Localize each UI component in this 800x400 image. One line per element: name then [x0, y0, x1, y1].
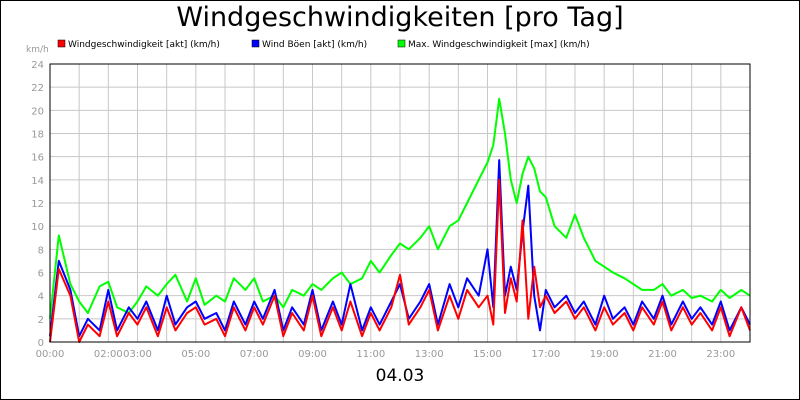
x-tick-label: 19:00: [590, 349, 619, 360]
x-tick-label: 02:00: [94, 349, 123, 360]
x-tick-label: 17:00: [531, 349, 560, 360]
y-tick-label: 22: [31, 83, 44, 94]
legend-label-0: Windgeschwindigkeit [akt] (km/h): [68, 40, 220, 50]
legend-label-2: Max. Windgeschwindigkeit [max] (km/h): [408, 40, 590, 50]
x-tick-label: 07:00: [240, 349, 269, 360]
legend-swatch-0: [57, 39, 66, 48]
y-tick-label: 14: [31, 176, 44, 187]
y-tick-label: 20: [31, 106, 44, 117]
x-tick-label: 11:00: [356, 349, 385, 360]
y-tick-label: 18: [31, 130, 44, 141]
plot-border: [49, 63, 751, 343]
y-tick-label: 8: [38, 245, 44, 256]
chart-title: Windgeschwindigkeiten [pro Tag]: [176, 2, 624, 33]
legend-swatch-2: [397, 39, 406, 48]
y-tick-label: 0: [38, 338, 44, 349]
series-line-1: [49, 159, 751, 338]
y-axis-label: km/h: [26, 45, 49, 55]
y-tick-label: 24: [31, 60, 44, 71]
series-line-2: [49, 97, 751, 319]
x-tick-label: 09:00: [298, 349, 327, 360]
y-tick-label: 16: [31, 153, 44, 164]
x-tick-label: 13:00: [415, 349, 444, 360]
x-tick-label: 21:00: [648, 349, 677, 360]
x-tick-label: 15:00: [473, 349, 502, 360]
series-line-0: [49, 178, 751, 343]
y-tick-label: 12: [31, 199, 44, 210]
legend-swatch-1: [251, 39, 260, 48]
y-tick-label: 2: [38, 315, 44, 326]
date-label: 04.03: [375, 366, 425, 386]
x-tick-label: 03:00: [123, 349, 152, 360]
x-tick-label: 23:00: [706, 349, 735, 360]
x-tick-label: 05:00: [181, 349, 210, 360]
y-tick-label: 4: [38, 292, 44, 303]
y-tick-label: 6: [38, 269, 44, 280]
x-tick-label: 00:00: [36, 349, 65, 360]
legend-label-1: Wind Böen [akt] (km/h): [262, 40, 367, 50]
y-tick-label: 10: [31, 222, 44, 233]
